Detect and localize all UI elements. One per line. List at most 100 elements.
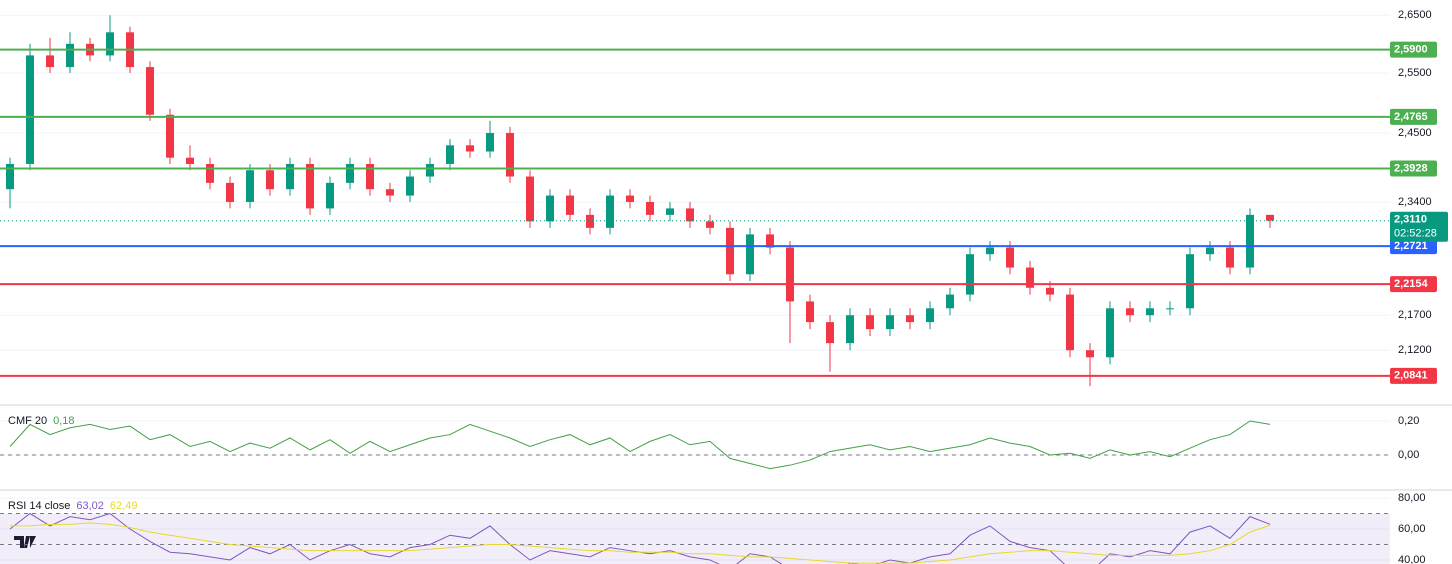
y-tick-label: 40,00 — [1398, 554, 1426, 564]
candle-body — [1066, 294, 1074, 351]
candle-body — [326, 182, 334, 209]
candle-body — [1186, 254, 1194, 309]
countdown-label: 02:52:28 — [1394, 228, 1437, 240]
indicator-value: 0,18 — [53, 415, 74, 427]
level-label-box — [1390, 367, 1437, 384]
candle-body — [566, 195, 574, 215]
candle-body — [526, 176, 534, 222]
candle-body — [646, 201, 654, 215]
candle-body — [1206, 247, 1214, 255]
indicator-name: CMF 20 — [8, 415, 47, 427]
last-price-label: 2,3110 — [1394, 214, 1427, 226]
logo — [14, 536, 36, 548]
y-tick-label: 2,1200 — [1398, 344, 1432, 356]
candle-body — [686, 208, 694, 222]
level-label-box — [1390, 276, 1437, 293]
candle-body — [906, 315, 914, 323]
candle-body — [466, 145, 474, 152]
candle-body — [506, 133, 514, 177]
indicator-name: RSI 14 close — [8, 500, 70, 512]
candle-body — [866, 315, 874, 330]
level-label: 2,2721 — [1394, 240, 1428, 252]
candle-body — [726, 227, 734, 275]
candle-body — [546, 195, 554, 222]
level-label: 2,4765 — [1394, 111, 1428, 123]
level-label: 2,3928 — [1394, 162, 1428, 174]
candle-body — [826, 322, 834, 344]
y-tick-label: 2,3400 — [1398, 196, 1432, 208]
candle-body — [46, 55, 54, 68]
candle-body — [386, 189, 394, 196]
candle-body — [446, 145, 454, 164]
panel-title: CMF 20 0,18 — [8, 415, 75, 427]
candle-body — [746, 234, 754, 275]
level-label: 2,0841 — [1394, 370, 1428, 382]
candle-body — [786, 247, 794, 302]
candle-body — [146, 67, 154, 115]
candle-body — [1026, 267, 1034, 288]
panel-title: RSI 14 close 63,02 62,49 — [8, 500, 137, 512]
candle-body — [1146, 308, 1154, 316]
candle-body — [246, 170, 254, 202]
y-tick-label: 2,4500 — [1398, 127, 1432, 139]
candle-body — [1266, 214, 1274, 221]
candle-body — [606, 195, 614, 228]
level-label-box — [1390, 238, 1437, 255]
candle-body — [1046, 287, 1054, 295]
indicator-value: 63,02 — [76, 500, 104, 512]
candle-body — [666, 208, 674, 215]
level-label-box — [1390, 108, 1437, 125]
candle-body — [66, 43, 74, 68]
indicator-line — [10, 522, 1271, 564]
candle-body — [1086, 350, 1094, 358]
candle-body — [306, 163, 314, 209]
y-tick-label: 2,6500 — [1398, 9, 1432, 21]
candle-body — [1166, 308, 1174, 310]
candle-body — [946, 294, 954, 309]
candle-body — [166, 114, 174, 158]
candle-body — [426, 163, 434, 177]
candle-body — [6, 163, 14, 190]
indicator-value: 62,49 — [110, 500, 138, 512]
candle-body — [846, 315, 854, 344]
candle-body — [106, 32, 114, 56]
level-label: 2,5900 — [1394, 44, 1428, 56]
candle-body — [1226, 247, 1234, 268]
candle-body — [966, 254, 974, 295]
level-label-box — [1390, 41, 1437, 58]
candle-body — [586, 214, 594, 228]
candle-body — [26, 55, 34, 164]
candle-body — [1126, 308, 1134, 316]
candle-body — [286, 163, 294, 190]
candle-body — [806, 301, 814, 323]
candle-body — [766, 234, 774, 248]
candle-body — [706, 221, 714, 228]
y-tick-label: 0,00 — [1398, 449, 1419, 461]
candle-body — [366, 163, 374, 190]
y-tick-label: 0,20 — [1398, 415, 1419, 427]
candle-body — [226, 182, 234, 202]
candle-body — [486, 133, 494, 152]
level-label: 2,2154 — [1394, 278, 1429, 290]
candle-body — [626, 195, 634, 202]
candle-body — [346, 163, 354, 183]
candle-body — [206, 163, 214, 183]
candle-body — [186, 157, 194, 164]
candle-body — [1246, 214, 1254, 268]
candle-body — [986, 247, 994, 255]
last-price-box — [1390, 211, 1448, 242]
candle-body — [1006, 247, 1014, 268]
candle-body — [926, 308, 934, 323]
level-label-box — [1390, 160, 1437, 177]
indicator-line — [9, 420, 1271, 470]
candle-body — [406, 176, 414, 196]
candle-body — [1106, 308, 1114, 358]
candle-body — [266, 170, 274, 190]
y-tick-label: 80,00 — [1398, 492, 1426, 504]
candle-body — [886, 315, 894, 330]
y-tick-label: 2,1700 — [1398, 309, 1432, 321]
y-tick-label: 2,5500 — [1398, 67, 1432, 79]
y-tick-label: 60,00 — [1398, 523, 1426, 535]
